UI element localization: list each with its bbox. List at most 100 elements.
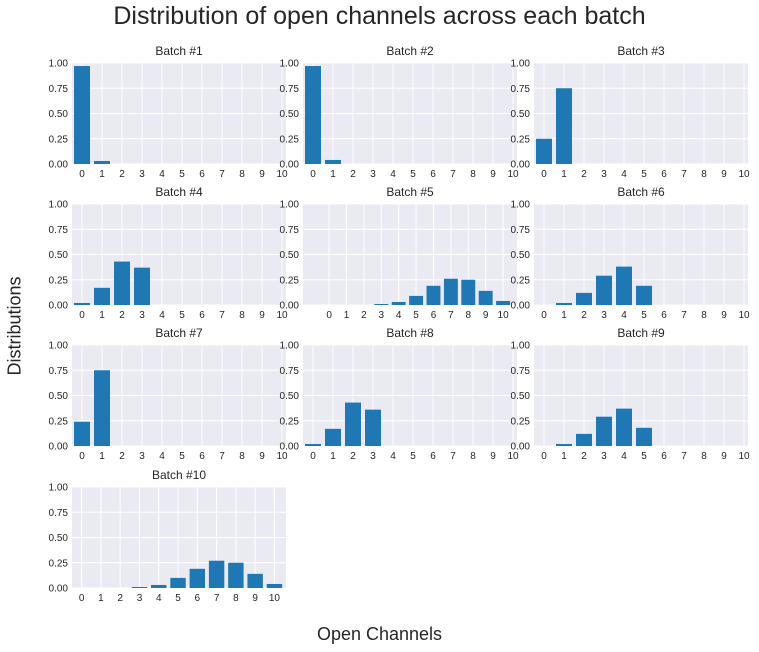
x-tick-label: 2 — [117, 593, 123, 604]
x-tick-label: 3 — [601, 451, 607, 462]
bar — [94, 287, 110, 305]
y-tick-label: 1.00 — [49, 200, 69, 211]
y-tick-label: 0.25 — [49, 558, 69, 569]
bar — [596, 275, 612, 305]
x-tick-label: 10 — [498, 310, 510, 321]
bar — [616, 408, 632, 446]
x-tick-label: 0 — [310, 169, 316, 180]
x-tick-label: 2 — [361, 310, 367, 321]
subplot-batch-2: 0.00 0.25 0.50 0.75 1.00 0 1 2 3 4 5 6 7 8 9 10 Batch #2 — [280, 44, 519, 180]
subplot-title: Batch #2 — [386, 44, 434, 58]
y-tick-label: 0.00 — [49, 584, 69, 595]
x-tick-label: 9 — [721, 169, 727, 180]
bar — [636, 427, 652, 446]
x-tick-label: 8 — [239, 451, 245, 462]
y-tick-label: 1.00 — [49, 59, 69, 70]
x-tick-label: 2 — [350, 451, 356, 462]
bar — [305, 66, 321, 164]
y-tick-label: 0.00 — [511, 442, 531, 453]
x-tick-label: 1 — [98, 593, 104, 604]
bar — [478, 290, 493, 305]
bar — [131, 586, 148, 588]
y-tick-label: 0.50 — [49, 109, 69, 120]
x-tick-label: 2 — [119, 310, 125, 321]
x-tick-label: 8 — [701, 169, 707, 180]
subplot-batch-9: 0.00 0.25 0.50 0.75 1.00 0 1 2 3 4 5 6 7 8 9 10 Batch #9 — [511, 326, 750, 462]
subplot-batch-3: 0.00 0.25 0.50 0.75 1.00 0 1 2 3 4 5 6 7 8 9 10 Batch #3 — [511, 44, 750, 180]
x-tick-label: 10 — [276, 310, 288, 321]
x-tick-label: 8 — [233, 593, 239, 604]
x-tick-label: 6 — [195, 593, 201, 604]
x-tick-label: 9 — [721, 310, 727, 321]
x-tick-label: 9 — [259, 310, 265, 321]
x-tick-label: 0 — [79, 310, 85, 321]
x-tick-label: 4 — [159, 310, 165, 321]
x-tick-label: 10 — [276, 169, 288, 180]
x-tick-label: 5 — [413, 310, 419, 321]
y-tick-label: 0.75 — [511, 225, 531, 236]
y-tick-label: 0.75 — [49, 84, 69, 95]
bar — [94, 160, 110, 164]
x-tick-label: 5 — [179, 169, 185, 180]
x-tick-label: 1 — [561, 451, 567, 462]
x-tick-label: 0 — [541, 451, 547, 462]
bar — [556, 302, 572, 305]
y-tick-label: 0.75 — [280, 366, 300, 377]
y-tick-label: 0.50 — [511, 250, 531, 261]
x-tick-label: 9 — [490, 169, 496, 180]
x-tick-label: 5 — [410, 169, 416, 180]
y-tick-label: 1.00 — [49, 341, 69, 352]
x-tick-label: 6 — [430, 169, 436, 180]
x-tick-label: 10 — [276, 451, 288, 462]
y-tick-label: 0.75 — [280, 225, 300, 236]
x-tick-label: 1 — [561, 169, 567, 180]
subplot-title: Batch #6 — [617, 185, 665, 199]
subplot-title: Batch #5 — [386, 185, 434, 199]
x-tick-label: 5 — [179, 451, 185, 462]
y-tick-label: 0.75 — [49, 225, 69, 236]
y-tick-label: 1.00 — [49, 483, 69, 494]
x-tick-label: 6 — [661, 310, 667, 321]
y-tick-label: 0.50 — [280, 391, 300, 402]
subplot-title: Batch #7 — [155, 326, 203, 340]
subplot-title: Batch #4 — [155, 185, 203, 199]
y-tick-label: 0.25 — [511, 416, 531, 427]
x-tick-label: 1 — [561, 310, 567, 321]
x-tick-label: 10 — [738, 310, 750, 321]
subplot-title: Batch #1 — [155, 44, 203, 58]
bar — [426, 285, 441, 305]
x-tick-label: 6 — [199, 310, 205, 321]
bar — [134, 267, 150, 305]
y-tick-label: 0.50 — [280, 109, 300, 120]
bar — [496, 300, 511, 305]
x-tick-label: 0 — [310, 451, 316, 462]
x-tick-label: 9 — [490, 451, 496, 462]
y-tick-label: 1.00 — [280, 59, 300, 70]
bar — [74, 66, 90, 164]
x-tick-label: 7 — [450, 169, 456, 180]
x-tick-label: 2 — [581, 310, 587, 321]
x-tick-label: 6 — [661, 169, 667, 180]
bar — [94, 370, 110, 446]
y-tick-label: 0.75 — [49, 508, 69, 519]
y-tick-label: 0.50 — [49, 250, 69, 261]
subplot-batch-6: 0.00 0.25 0.50 0.75 1.00 0 1 2 3 4 5 6 7 8 9 10 Batch #6 — [511, 185, 750, 321]
x-tick-label: 8 — [239, 310, 245, 321]
bar — [576, 292, 592, 305]
x-tick-label: 6 — [199, 169, 205, 180]
x-tick-label: 3 — [601, 310, 607, 321]
y-tick-label: 0.50 — [511, 109, 531, 120]
y-tick-label: 1.00 — [280, 341, 300, 352]
y-tick-label: 0.75 — [511, 84, 531, 95]
y-tick-label: 0.25 — [280, 275, 300, 286]
x-tick-label: 3 — [139, 451, 145, 462]
x-tick-label: 4 — [390, 451, 396, 462]
x-tick-label: 0 — [79, 169, 85, 180]
x-tick-label: 4 — [621, 310, 627, 321]
bar — [391, 301, 406, 305]
y-tick-label: 0.75 — [511, 366, 531, 377]
x-tick-label: 8 — [701, 451, 707, 462]
x-tick-label: 2 — [350, 169, 356, 180]
y-tick-label: 0.00 — [511, 160, 531, 171]
